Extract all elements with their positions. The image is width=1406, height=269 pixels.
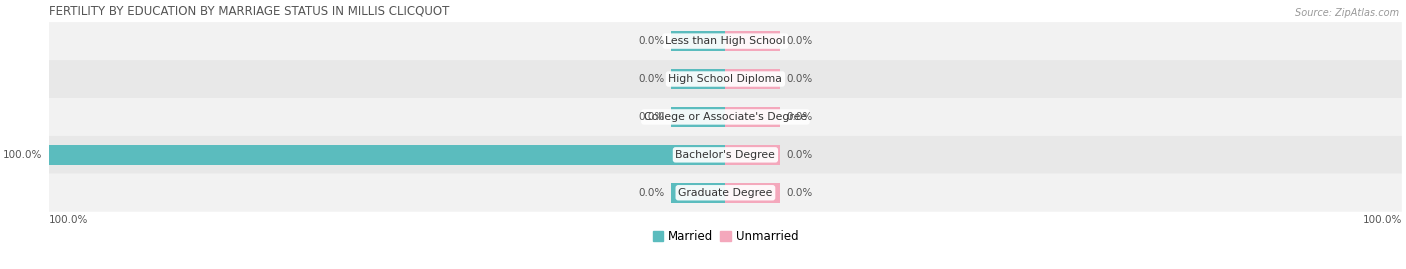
FancyBboxPatch shape	[49, 22, 1402, 60]
Text: 100.0%: 100.0%	[49, 215, 89, 225]
Bar	[671, 69, 725, 89]
Text: 0.0%: 0.0%	[786, 74, 813, 84]
Text: Less than High School: Less than High School	[665, 36, 786, 46]
Text: 0.0%: 0.0%	[638, 112, 665, 122]
Text: 0.0%: 0.0%	[786, 188, 813, 198]
Bar	[671, 31, 725, 51]
Text: 0.0%: 0.0%	[786, 36, 813, 46]
Text: Graduate Degree: Graduate Degree	[678, 188, 773, 198]
Bar	[725, 183, 779, 203]
Bar	[49, 145, 725, 165]
FancyBboxPatch shape	[49, 98, 1402, 136]
Text: 0.0%: 0.0%	[786, 150, 813, 160]
Text: College or Associate's Degree: College or Associate's Degree	[644, 112, 807, 122]
Text: 0.0%: 0.0%	[638, 188, 665, 198]
Bar	[671, 183, 725, 203]
Text: FERTILITY BY EDUCATION BY MARRIAGE STATUS IN MILLIS CLICQUOT: FERTILITY BY EDUCATION BY MARRIAGE STATU…	[49, 5, 450, 17]
Legend: Married, Unmarried: Married, Unmarried	[648, 225, 803, 247]
Bar	[725, 69, 779, 89]
Text: 100.0%: 100.0%	[1362, 215, 1402, 225]
Bar	[725, 107, 779, 127]
Bar	[671, 107, 725, 127]
Text: 0.0%: 0.0%	[786, 112, 813, 122]
Text: 100.0%: 100.0%	[3, 150, 42, 160]
Text: 0.0%: 0.0%	[638, 74, 665, 84]
FancyBboxPatch shape	[49, 174, 1402, 212]
Text: 0.0%: 0.0%	[638, 36, 665, 46]
FancyBboxPatch shape	[49, 136, 1402, 174]
Bar	[725, 145, 779, 165]
Text: High School Diploma: High School Diploma	[668, 74, 782, 84]
Bar	[725, 31, 779, 51]
FancyBboxPatch shape	[49, 60, 1402, 98]
Text: Bachelor's Degree: Bachelor's Degree	[675, 150, 775, 160]
Text: Source: ZipAtlas.com: Source: ZipAtlas.com	[1295, 8, 1399, 18]
